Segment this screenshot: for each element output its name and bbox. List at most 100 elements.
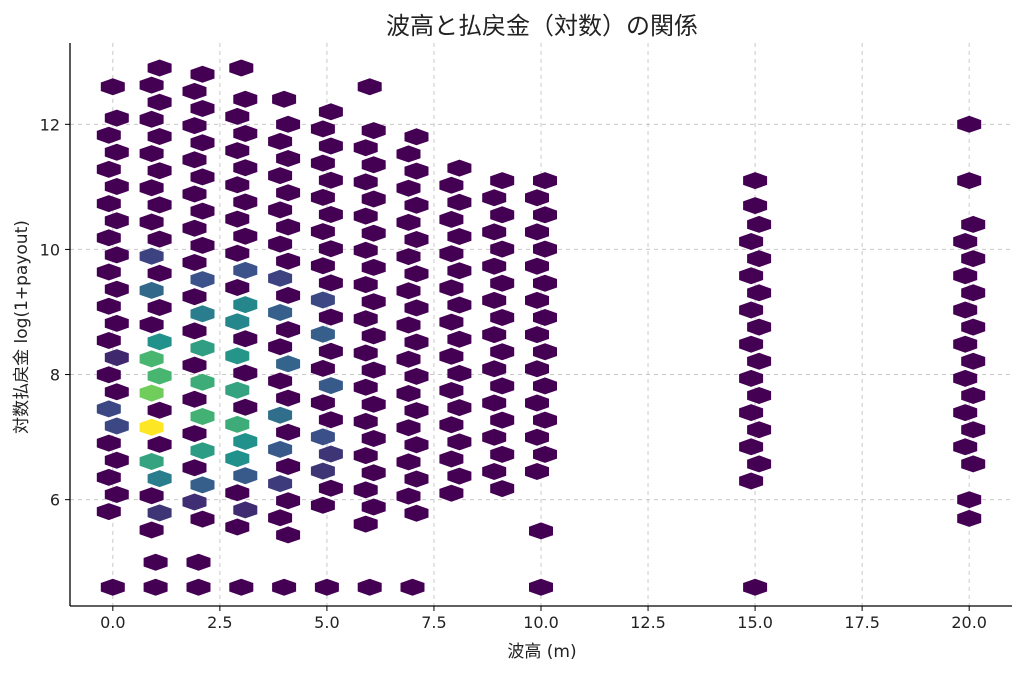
chart-title: 波高と払戻金（対数）の関係 xyxy=(386,12,698,40)
hexbin-cell xyxy=(96,434,121,452)
x-tick-label: 20.0 xyxy=(951,613,987,632)
hexbin-cell xyxy=(100,578,125,596)
hexbin-cell xyxy=(233,261,258,279)
hexbin-cell xyxy=(139,110,164,128)
hexbin-cell xyxy=(268,167,293,185)
hexbin-cell xyxy=(225,142,250,160)
hexbin-cell xyxy=(233,364,258,382)
hexbin-cell xyxy=(743,172,768,190)
x-tick-label: 17.5 xyxy=(844,613,880,632)
hexbin-cell xyxy=(361,395,386,413)
hexbin-cell xyxy=(96,297,121,315)
hexbin-cell xyxy=(268,235,293,253)
hexbin-cell xyxy=(747,352,772,370)
hexbin-cell xyxy=(233,193,258,211)
hexbin-cell xyxy=(318,171,343,189)
hexbin-cell xyxy=(404,504,429,522)
x-axis-title: 波高 (m) xyxy=(507,642,576,662)
hexbin-cell xyxy=(310,325,335,343)
hexbin-cell xyxy=(404,265,429,283)
hexbin-cell xyxy=(533,274,557,292)
hexbin-cell xyxy=(310,223,335,241)
hexbin-cell xyxy=(104,417,129,435)
hexbin-cell xyxy=(482,360,507,378)
hexbin-cell xyxy=(139,521,164,539)
hexbin-cell xyxy=(482,189,507,207)
hexbin-cell xyxy=(310,394,335,412)
hexbin-cell xyxy=(525,360,549,378)
hexbin-cell xyxy=(318,137,343,155)
hexbin-cell xyxy=(276,218,301,236)
hexbin-cell xyxy=(447,193,472,211)
hexbin-cell xyxy=(361,293,386,311)
hexbin-cell xyxy=(961,421,986,439)
hexbin-cell xyxy=(447,330,472,348)
hexbin-cell xyxy=(533,411,557,429)
hexbin-cell xyxy=(139,213,164,231)
hexbin-cell xyxy=(739,404,764,422)
hexbin-cell xyxy=(96,503,121,521)
hexbin-cell xyxy=(318,445,343,463)
hexbin-cell xyxy=(147,230,172,248)
hexbin-cell xyxy=(268,406,293,424)
hexbin-cell xyxy=(139,145,164,163)
hexbin-cell xyxy=(533,172,557,190)
hexbin-cell xyxy=(525,428,549,446)
hexbin-cell xyxy=(190,510,215,528)
hexbin-cell xyxy=(482,326,507,344)
hexbin-cell xyxy=(96,400,121,418)
hexbin-cell xyxy=(104,246,129,264)
hexbin-cell xyxy=(276,184,301,202)
hexbin-cell xyxy=(957,491,982,509)
hexbin-cell xyxy=(225,210,250,228)
hexbin-cell xyxy=(310,188,335,206)
hexbin-cell xyxy=(143,553,168,571)
hexbin-cell xyxy=(233,159,258,177)
hexbin-cell xyxy=(396,453,421,471)
hexbin-cell xyxy=(147,367,172,385)
hexbin-cell xyxy=(396,282,421,300)
hexbin-cell xyxy=(404,470,429,488)
hexbin-cell xyxy=(404,162,429,180)
hexbin-cell xyxy=(96,229,121,247)
hexbin-cell xyxy=(404,436,429,454)
hexbin-cell xyxy=(318,377,343,395)
hexbin-cell xyxy=(229,578,254,596)
hexbin-cell xyxy=(225,450,250,468)
hexbin-cell xyxy=(439,210,464,228)
hexbin-cell xyxy=(525,394,549,412)
hexbin-cell xyxy=(353,207,378,225)
hexbin-cell xyxy=(396,145,421,163)
hexbin-cell xyxy=(318,411,343,429)
hexbin-cell xyxy=(225,107,250,125)
hexbin-cell xyxy=(533,206,557,224)
hexbin-cell xyxy=(739,301,764,319)
hexbin-cell xyxy=(361,430,386,447)
hexbin-cell xyxy=(268,269,293,287)
hexbin-cell xyxy=(490,274,515,292)
hexbin-cell xyxy=(961,455,986,473)
hexbin-cell xyxy=(482,463,507,480)
hexbin-cell xyxy=(318,479,343,497)
hexbin-cell xyxy=(310,291,335,309)
hexbin-cell xyxy=(268,372,293,390)
hexbin-cell xyxy=(190,408,215,425)
hexbin-cell xyxy=(182,356,207,374)
hexbin-cell xyxy=(447,467,472,485)
hexbin-cell xyxy=(525,189,549,207)
hexbin-cell xyxy=(361,190,386,208)
hexbin-cell xyxy=(182,185,207,203)
hexbin-cell xyxy=(533,309,557,326)
hexbin-cell xyxy=(747,421,772,439)
hexbin-cell xyxy=(396,487,421,505)
hexbin-cell xyxy=(190,134,215,152)
hexbin-cell xyxy=(490,480,515,498)
hexbin-cell xyxy=(96,468,121,486)
hexbin-cell xyxy=(182,322,207,340)
hexbin-cell xyxy=(396,316,421,334)
hexbin-cell xyxy=(361,327,386,345)
hexbin-cell xyxy=(190,168,215,186)
hexbin-cell xyxy=(739,369,764,387)
